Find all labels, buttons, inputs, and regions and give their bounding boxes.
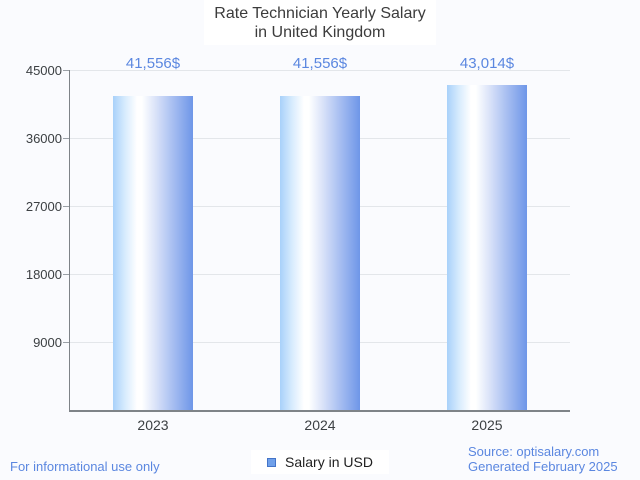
chart-title-line1: Rate Technician Yearly Salary — [214, 5, 426, 22]
legend-box: Salary in USD — [251, 450, 389, 474]
bar-value-label: 43,014$ — [459, 55, 515, 72]
y-axis-label: 18000 — [25, 267, 62, 282]
bar-value-label: 41,556$ — [292, 55, 348, 72]
legend-label: Salary in USD — [285, 454, 373, 470]
legend-swatch-icon — [267, 457, 277, 467]
y-axis-tick — [63, 206, 70, 207]
y-axis-tick — [63, 138, 70, 139]
y-axis-tick — [63, 274, 70, 275]
y-axis-label: 27000 — [25, 199, 62, 214]
gridline — [70, 70, 570, 71]
x-axis-label: 2023 — [137, 417, 169, 433]
source-block: Source: optisalary.com Generated Februar… — [468, 444, 618, 474]
bar — [280, 96, 360, 410]
y-axis — [69, 70, 70, 411]
x-axis — [69, 410, 570, 412]
y-axis-label: 36000 — [25, 131, 62, 146]
x-axis-label: 2024 — [304, 417, 336, 433]
y-axis-label: 9000 — [33, 335, 62, 350]
source-text: Source: optisalary.com — [468, 444, 600, 459]
bar — [113, 96, 193, 410]
y-axis-label: 45000 — [25, 63, 62, 78]
generated-text: Generated February 2025 — [468, 459, 618, 474]
disclaimer-text: For informational use only — [10, 459, 160, 474]
chart-title-line2: in United Kingdom — [254, 24, 386, 41]
bar-value-label: 41,556$ — [125, 55, 181, 72]
legend: Salary in USD — [0, 450, 640, 474]
bar — [447, 85, 527, 410]
y-axis-tick — [63, 70, 70, 71]
x-axis-label: 2025 — [471, 417, 503, 433]
y-axis-tick — [63, 342, 70, 343]
chart-title: Rate Technician Yearly Salary in United … — [0, 0, 640, 45]
chart-title-box: Rate Technician Yearly Salary in United … — [204, 0, 436, 45]
